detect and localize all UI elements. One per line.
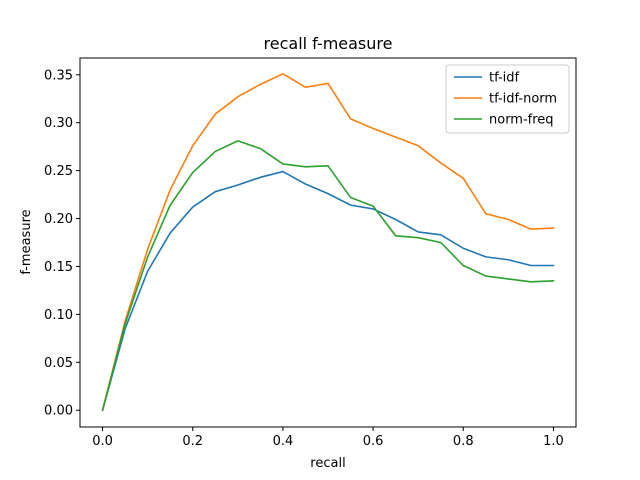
plot-frame [79,57,577,428]
legend-box [445,64,570,134]
y-axis-label: f-measure [19,209,34,274]
plot-area: 0.0 0.2 0.4 0.6 0.8 1.0 0.00 0.05 0.10 0.15 0.20 0.… [44,57,577,449]
y-tick-label: 0.35 [44,68,73,83]
x-tick-label: 0.4 [273,434,294,449]
chart-title: recall f-measure [264,34,393,53]
legend-label-tf-idf: tf-idf [489,71,520,86]
y-tick-label: 0.15 [44,260,73,275]
y-tick-label: 0.30 [44,116,73,131]
series-line-norm-freq [101,140,555,412]
x-tick-label: 0.2 [182,434,203,449]
legend-label-norm-freq: norm-freq [489,113,554,128]
y-tick-label: 0.05 [44,356,73,371]
x-tick-label: 0.6 [363,434,384,449]
legend: tf-idf tf-idf-norm norm-freq [445,64,570,134]
series-line-tf-idf-norm [101,73,555,412]
y-tick-label: 0.10 [44,308,73,323]
x-tick-label: 1.0 [543,434,564,449]
y-tick-label: 0.20 [44,212,73,227]
y-tick-label: 0.00 [44,404,73,419]
series-line-tf-idf [101,170,555,412]
x-tick-label: 0.0 [92,434,113,449]
x-axis-label: recall [310,456,345,471]
x-tick-label: 0.8 [453,434,474,449]
y-tick-label: 0.25 [44,164,73,179]
legend-label-tf-idf-norm: tf-idf-norm [489,92,557,107]
